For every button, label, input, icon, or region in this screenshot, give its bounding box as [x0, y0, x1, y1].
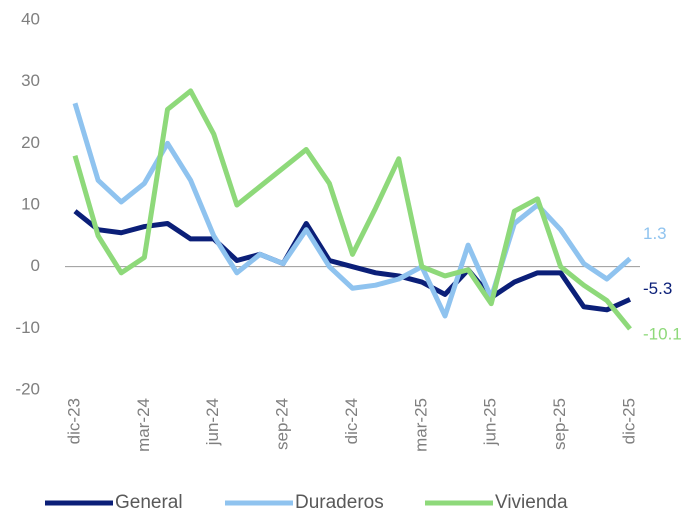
- end-label: -5.3: [643, 279, 672, 298]
- end-label: 1.3: [643, 224, 667, 243]
- y-tick-label: 10: [21, 194, 40, 213]
- legend-label: General: [115, 492, 183, 513]
- y-tick-label: 0: [31, 256, 40, 275]
- x-tick-label: sep-24: [273, 398, 292, 450]
- x-tick-label: mar-24: [134, 398, 153, 452]
- y-tick-label: 40: [21, 9, 40, 28]
- x-tick-label: dic-24: [342, 398, 361, 444]
- x-tick-label: jun-25: [481, 398, 500, 446]
- y-tick-label: -20: [15, 379, 40, 398]
- x-tick-label: dic-25: [619, 398, 638, 444]
- line-series: [72, 102, 632, 319]
- x-tick-label: jun-24: [203, 398, 222, 446]
- line-series: [73, 209, 632, 313]
- x-tick-label: dic-23: [64, 398, 83, 444]
- legend-label: Vivienda: [495, 492, 568, 513]
- y-tick-label: 20: [21, 133, 40, 152]
- line-series: [72, 88, 632, 331]
- y-tick-label: -10: [15, 318, 40, 337]
- end-label: -10.1: [643, 324, 682, 343]
- x-tick-label: sep-25: [550, 398, 569, 450]
- legend-label: Duraderos: [295, 492, 384, 513]
- x-tick-label: mar-25: [411, 398, 430, 452]
- y-tick-label: 30: [21, 71, 40, 90]
